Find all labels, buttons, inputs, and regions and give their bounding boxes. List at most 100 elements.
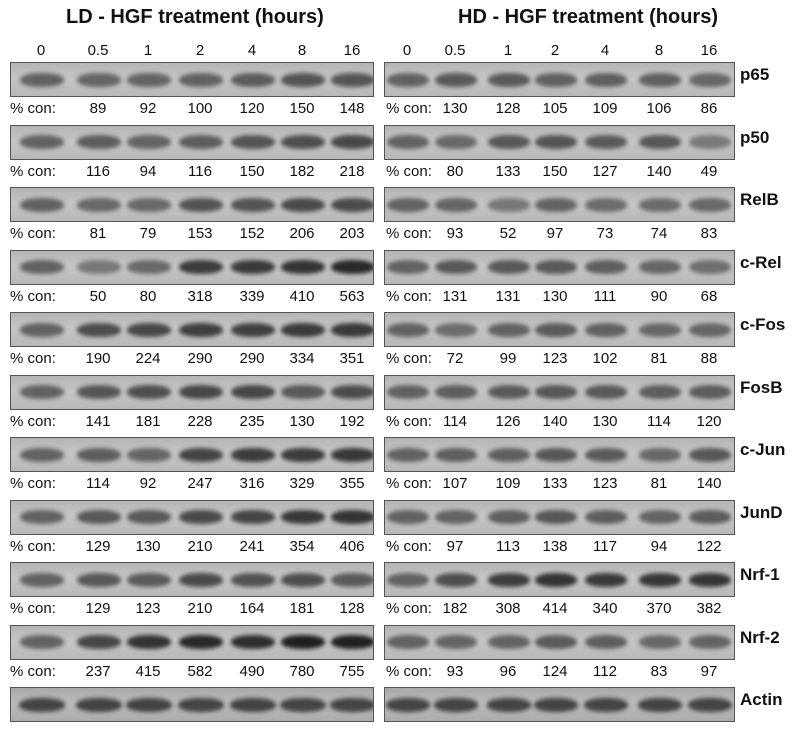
hd-timepoint-label: 4 <box>600 42 610 59</box>
blot-band <box>179 635 223 649</box>
ld-blot-strip <box>10 187 374 222</box>
blot-band <box>231 197 275 212</box>
blot-band <box>639 635 681 649</box>
ld-percent-value: 318 <box>187 287 213 305</box>
ld-percent-value: 150 <box>239 162 265 180</box>
ld-blot-strip <box>10 124 374 160</box>
blot-band <box>77 135 121 149</box>
hd-percent-value: 123 <box>542 350 568 367</box>
ld-percent-value: 329 <box>289 475 315 492</box>
blot-band <box>77 322 121 337</box>
ld-percent-value: 123 <box>135 600 161 617</box>
ld-percent-value: 228 <box>187 412 213 430</box>
ld-percent-value: 582 <box>187 662 213 680</box>
ld-percent-value: 203 <box>339 225 365 242</box>
blot-band <box>281 322 325 337</box>
blot-band <box>435 510 477 524</box>
ld-percent-value: 192 <box>339 412 365 430</box>
hd-percent-value: 130 <box>592 412 618 430</box>
blot-band <box>127 385 171 399</box>
actin-band <box>534 697 578 712</box>
blot-band <box>585 385 627 399</box>
hd-percent-value: 120 <box>696 412 722 430</box>
hd-percent-control-label: % con: <box>386 100 432 117</box>
blot-band <box>281 510 325 524</box>
ld-percent-control-label: % con: <box>10 412 56 430</box>
blot-band <box>535 260 577 274</box>
ld-percent-value: 81 <box>89 225 107 242</box>
ld-actin-strip <box>10 687 374 722</box>
hd-percent-value: 112 <box>593 662 617 680</box>
blot-band <box>435 197 477 212</box>
protein-label: FosB <box>740 377 783 397</box>
hd-timepoint-label: 1 <box>503 42 513 59</box>
ld-percent-value: 129 <box>85 537 111 555</box>
blot-band <box>331 385 373 399</box>
protein-label-actin: Actin <box>740 690 783 709</box>
blot-band <box>179 510 223 524</box>
blot-band <box>689 572 731 587</box>
blot-row: p50 % con: % con: 116 94 116 150 182 218 80 133 150… <box>0 124 800 189</box>
hd-percent-value: 133 <box>542 475 568 492</box>
ld-percent-value: 152 <box>239 225 265 242</box>
blot-band <box>689 635 731 649</box>
blot-band <box>231 635 275 649</box>
hd-blot-strip <box>384 437 735 472</box>
hd-percent-value: 102 <box>592 350 618 367</box>
ld-percent-value: 290 <box>239 350 265 367</box>
hd-percent-value: 140 <box>696 475 722 492</box>
blot-band <box>231 510 275 524</box>
ld-percent-control-label: % con: <box>10 537 56 555</box>
blot-band <box>231 72 275 87</box>
blot-band <box>20 197 64 212</box>
blot-band <box>387 572 429 587</box>
blot-band <box>77 260 121 274</box>
hd-percent-value: 126 <box>495 412 521 430</box>
hd-percent-value: 113 <box>496 537 520 555</box>
blot-band <box>331 135 373 149</box>
hd-percent-value: 117 <box>593 537 617 555</box>
ld-timepoint-label: 0.5 <box>87 42 109 59</box>
hd-percent-value: 114 <box>443 412 467 430</box>
ld-percent-value: 210 <box>187 537 213 555</box>
actin-band <box>487 697 531 712</box>
hd-percent-value: 105 <box>542 100 568 117</box>
ld-percent-value: 114 <box>86 475 110 492</box>
hd-percent-value: 140 <box>542 412 568 430</box>
hd-percent-value: 93 <box>446 662 464 680</box>
blot-band <box>535 635 577 649</box>
hd-percent-control-label: % con: <box>386 475 432 492</box>
ld-percent-value: 89 <box>89 100 107 117</box>
blot-band <box>20 510 64 524</box>
hd-percent-value: 340 <box>592 600 618 617</box>
blot-band <box>639 197 681 212</box>
blot-band <box>127 72 171 87</box>
ld-percent-value: 490 <box>239 662 265 680</box>
ld-percent-value: 224 <box>135 350 161 367</box>
blot-band <box>127 510 171 524</box>
blot-row: JunD % con: % con: 129 130 210 241 354 406 97 113 1… <box>0 499 800 564</box>
ld-timepoint-label: 2 <box>195 42 205 59</box>
blot-band <box>585 635 627 649</box>
ld-percent-value: 755 <box>339 662 365 680</box>
blot-band <box>20 447 64 462</box>
actin-band <box>19 697 65 712</box>
hd-percent-control-label: % con: <box>386 287 432 305</box>
blot-band <box>435 260 477 274</box>
blot-band <box>331 447 373 462</box>
hd-percent-value: 131 <box>442 287 468 305</box>
ld-percent-value: 128 <box>339 600 365 617</box>
ld-percent-value: 780 <box>289 662 315 680</box>
blot-band <box>689 510 731 524</box>
hd-actin-strip <box>384 687 735 722</box>
blot-band <box>535 385 577 399</box>
blot-band <box>77 385 121 399</box>
hd-timepoint-label: 2 <box>550 42 560 59</box>
blot-band <box>281 135 325 149</box>
blot-band <box>127 135 171 149</box>
hd-timepoint-label: 8 <box>654 42 664 59</box>
blot-band <box>639 385 681 399</box>
blot-band <box>435 635 477 649</box>
blot-row: Nrf-2 % con: % con: 237 415 582 490 780 755 93 96 1… <box>0 624 800 689</box>
ld-percent-value: 351 <box>339 350 365 367</box>
